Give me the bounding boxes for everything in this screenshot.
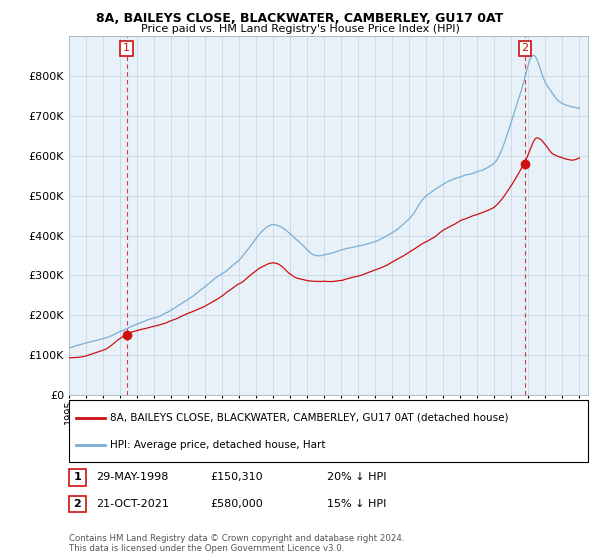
Text: Contains HM Land Registry data © Crown copyright and database right 2024.
This d: Contains HM Land Registry data © Crown c… xyxy=(69,534,404,553)
Text: 21-OCT-2021: 21-OCT-2021 xyxy=(97,499,169,509)
Text: £150,310: £150,310 xyxy=(210,472,263,482)
Text: 8A, BAILEYS CLOSE, BLACKWATER, CAMBERLEY, GU17 0AT (detached house): 8A, BAILEYS CLOSE, BLACKWATER, CAMBERLEY… xyxy=(110,413,508,423)
Text: Price paid vs. HM Land Registry's House Price Index (HPI): Price paid vs. HM Land Registry's House … xyxy=(140,24,460,34)
Text: 2: 2 xyxy=(74,499,81,509)
Text: 8A, BAILEYS CLOSE, BLACKWATER, CAMBERLEY, GU17 0AT: 8A, BAILEYS CLOSE, BLACKWATER, CAMBERLEY… xyxy=(97,12,503,25)
Text: 29-MAY-1998: 29-MAY-1998 xyxy=(97,472,169,482)
Text: 1: 1 xyxy=(123,43,130,53)
Text: 20% ↓ HPI: 20% ↓ HPI xyxy=(327,472,386,482)
Text: £580,000: £580,000 xyxy=(210,499,263,509)
Text: 1: 1 xyxy=(74,472,81,482)
Text: 15% ↓ HPI: 15% ↓ HPI xyxy=(327,499,386,509)
Text: HPI: Average price, detached house, Hart: HPI: Average price, detached house, Hart xyxy=(110,440,325,450)
Text: 2: 2 xyxy=(521,43,529,53)
